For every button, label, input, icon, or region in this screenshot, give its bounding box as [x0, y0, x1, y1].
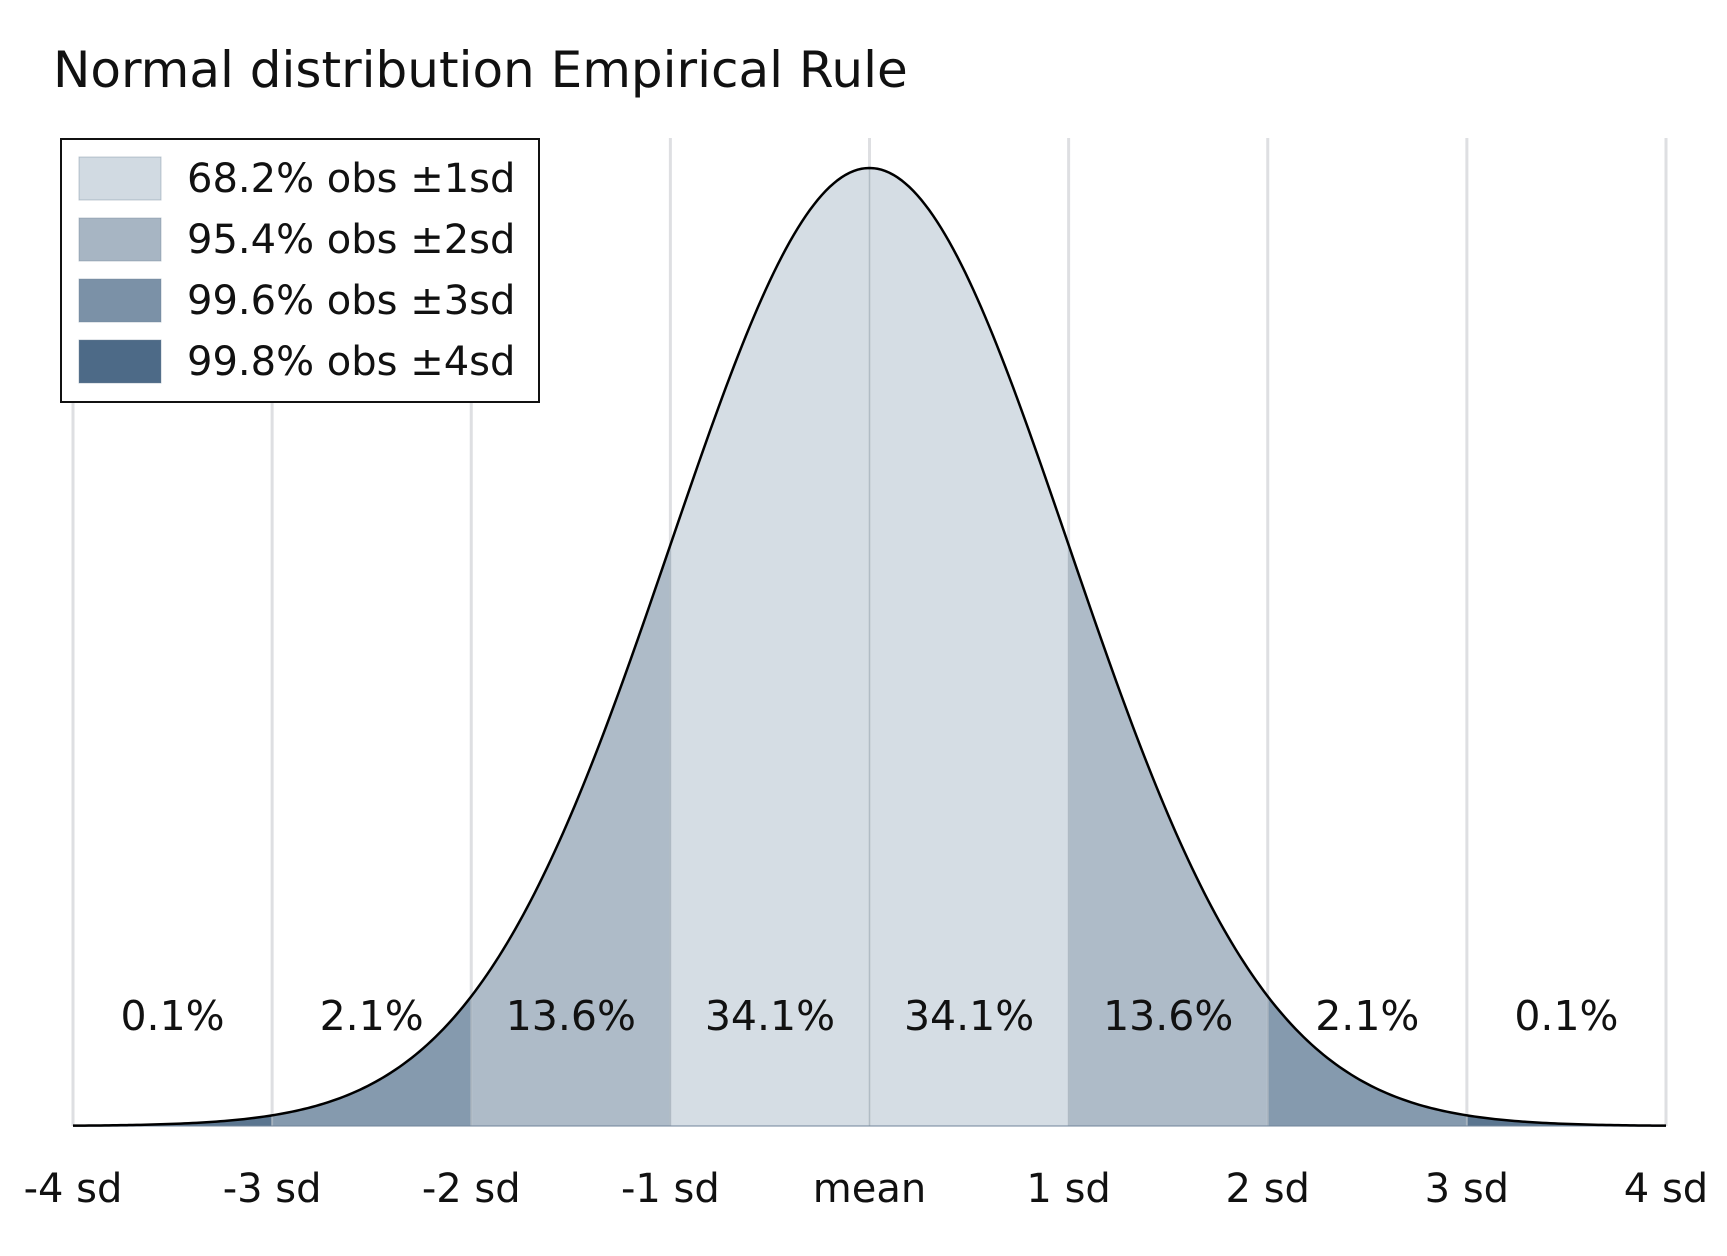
legend-swatch-3 — [78, 339, 162, 384]
tick-label-0: -4 sd — [24, 1166, 123, 1212]
legend-label-0: 68.2% obs ±1sd — [187, 156, 515, 202]
band-0 — [73, 1115, 273, 1126]
legend-label-2: 99.6% obs ±3sd — [187, 278, 515, 324]
percent-label-5: 13.6% — [1103, 992, 1233, 1040]
percent-labels: 0.1% 2.1% 13.6% 34.1% 34.1% 13.6% 2.1% 0.1% — [120, 992, 1618, 1040]
legend-swatch-2 — [78, 278, 162, 323]
tick-label-8: 4 sd — [1624, 1166, 1708, 1212]
legend-label-3: 99.8% obs ±4sd — [187, 339, 515, 385]
percent-label-0: 0.1% — [120, 992, 224, 1040]
band-3 — [670, 168, 870, 1126]
tick-label-4: mean — [813, 1166, 926, 1212]
percent-label-2: 13.6% — [506, 992, 636, 1040]
percent-label-7: 0.1% — [1514, 992, 1618, 1040]
band-7 — [1466, 1115, 1666, 1126]
tick-label-2: -2 sd — [422, 1166, 521, 1212]
x-axis-ticks: -4 sd -3 sd -2 sd -1 sd mean 1 sd 2 sd 3 sd 4 sd — [24, 1166, 1709, 1212]
percent-label-3: 34.1% — [705, 992, 835, 1040]
chart-title: Normal distribution Empirical Rule — [53, 41, 908, 99]
band-6 — [1267, 996, 1467, 1126]
percent-label-1: 2.1% — [320, 992, 424, 1040]
tick-label-3: -1 sd — [621, 1166, 720, 1212]
curve-layer — [72, 166, 1667, 1127]
band-1 — [272, 996, 472, 1126]
band-4 — [869, 168, 1069, 1126]
tick-label-5: 1 sd — [1026, 1166, 1110, 1212]
legend-label-1: 95.4% obs ±2sd — [187, 217, 515, 263]
tick-label-7: 3 sd — [1425, 1166, 1509, 1212]
legend-swatch-0 — [78, 156, 162, 201]
percent-label-6: 2.1% — [1315, 992, 1419, 1040]
tick-label-6: 2 sd — [1226, 1166, 1310, 1212]
density-curve — [72, 166, 1667, 1127]
legend: 68.2% obs ±1sd 95.4% obs ±2sd 99.6% obs ±3… — [60, 138, 540, 403]
tick-label-1: -3 sd — [223, 1166, 322, 1212]
legend-swatch-1 — [78, 217, 162, 262]
percent-label-4: 34.1% — [904, 992, 1034, 1040]
